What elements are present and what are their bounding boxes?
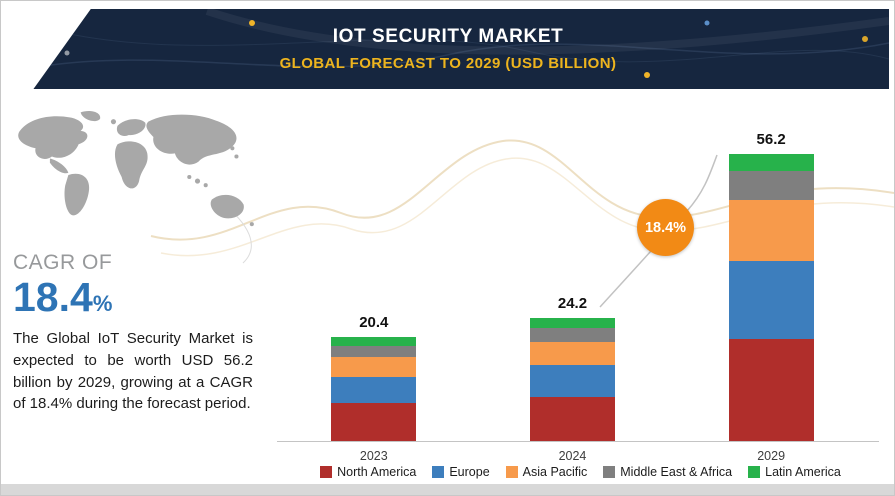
- cagr-value: 18.4%: [13, 277, 263, 318]
- cagr-number: 18.4: [13, 274, 93, 320]
- bar-segment-north-america: [331, 403, 417, 441]
- legend-item-middle-east-africa: Middle East & Africa: [603, 465, 732, 479]
- plot-area: 20.4 2023 24.2 2024 56.2 2029: [277, 101, 879, 463]
- legend-swatch-middle-east-africa: [603, 466, 616, 478]
- bar-2024: 24.2: [529, 295, 615, 441]
- report-subtitle: GLOBAL FORECAST TO 2029 (USD BILLION): [279, 55, 617, 72]
- bar-segment-latin-america: [331, 337, 417, 346]
- x-axis-label-2023: 2023: [359, 449, 388, 463]
- legend-item-asia-pacific: Asia Pacific: [505, 465, 588, 479]
- bar-segment-europe: [529, 365, 615, 397]
- cagr-badge: 18.4%: [637, 199, 694, 256]
- legend: North America Europe Asia Pacific Middle Ea…: [277, 465, 884, 479]
- cagr-label: CAGR OF: [13, 251, 113, 274]
- bar-segment-asia-pacific: [529, 341, 615, 366]
- legend-swatch-latin-america: [748, 466, 761, 478]
- footer-strip: [1, 484, 894, 495]
- bar-segment-north-america: [529, 396, 615, 441]
- bar-segment-latin-america: [728, 154, 814, 172]
- legend-label: Asia Pacific: [522, 465, 588, 479]
- legend-label: Europe: [449, 465, 490, 479]
- world-map-icon: [18, 111, 254, 227]
- report-title: IOT SECURITY MARKET: [332, 26, 564, 47]
- header-text: IOT SECURITY MARKET GLOBAL FORECAST TO 2…: [280, 26, 617, 72]
- legend-item-europe: Europe: [432, 465, 490, 479]
- bar-segment-north-america: [728, 339, 814, 441]
- bar-segment-middle-east-africa: [331, 345, 417, 358]
- legend-swatch-europe: [432, 466, 445, 478]
- legend-swatch-north-america: [320, 466, 333, 478]
- bar-segment-europe: [331, 376, 417, 404]
- legend-label: North America: [337, 465, 417, 479]
- left-panel: CAGR OF 18.4% The Global IoT Security Ma…: [13, 107, 263, 415]
- legend-label: Middle East & Africa: [620, 465, 733, 479]
- x-axis-label-2024: 2024: [558, 449, 587, 463]
- bar-2023: 20.4: [331, 314, 417, 441]
- legend-label: Latin America: [765, 465, 841, 479]
- bar-segment-middle-east-africa: [529, 327, 615, 342]
- legend-swatch-asia-pacific: [505, 466, 518, 478]
- bar-total-label: 20.4: [359, 314, 389, 332]
- x-axis-label-2029: 2029: [757, 449, 786, 463]
- bar-total-label: 24.2: [557, 294, 588, 312]
- header-banner: IOT SECURITY MARKET GLOBAL FORECAST TO 2…: [33, 9, 889, 89]
- bar-segment-middle-east-africa: [728, 171, 814, 200]
- bar-segment-asia-pacific: [331, 357, 417, 377]
- legend-item-north-america: North America: [320, 465, 416, 479]
- bar-2029: 56.2: [728, 131, 814, 441]
- market-description: The Global IoT Security Market is expect…: [13, 330, 253, 413]
- bar-segment-europe: [728, 261, 814, 339]
- legend-item-latin-america: Latin America: [748, 465, 841, 479]
- cagr-percent-sign: %: [92, 291, 113, 316]
- header-decoration: [33, 9, 889, 78]
- bar-segment-latin-america: [529, 317, 615, 328]
- bar-segment-asia-pacific: [728, 199, 814, 261]
- bar-total-label: 56.2: [756, 131, 786, 149]
